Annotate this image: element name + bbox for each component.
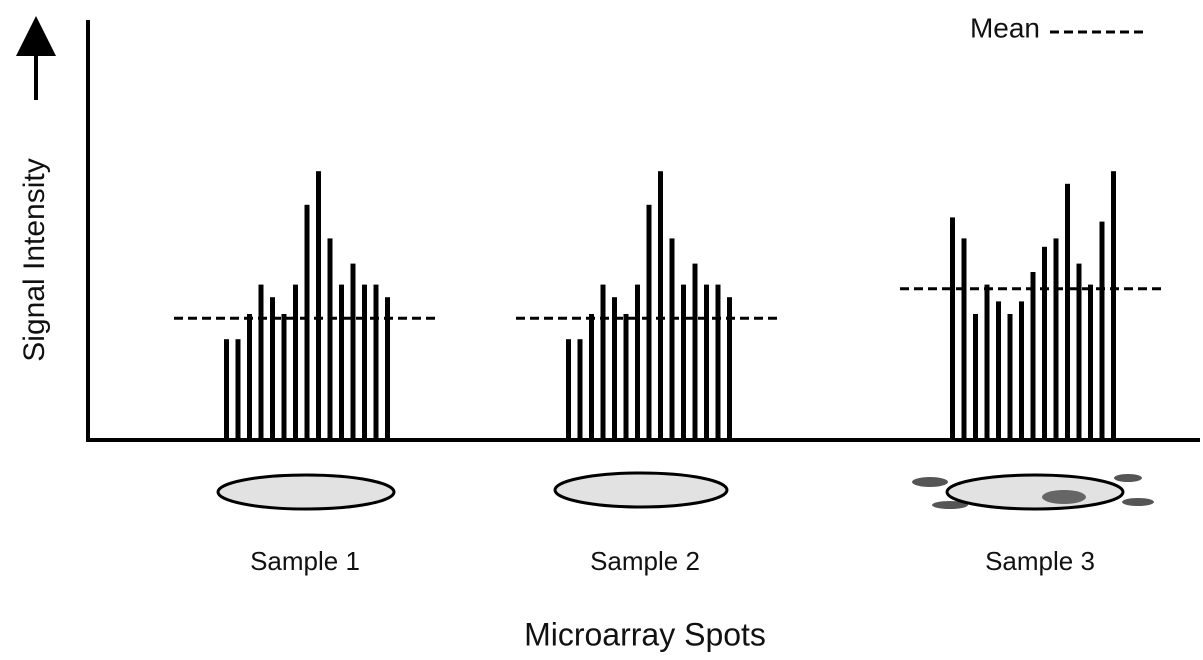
bar <box>339 284 344 440</box>
bar <box>1030 272 1036 440</box>
spot <box>216 473 396 511</box>
bar <box>362 284 367 440</box>
bar <box>270 297 275 440</box>
x-tick-label: Sample 3 <box>985 546 1095 576</box>
bar <box>247 314 252 440</box>
bar <box>950 217 955 440</box>
bar <box>727 297 732 440</box>
bar <box>1042 246 1047 440</box>
spot-artifact <box>912 477 948 487</box>
bar <box>385 297 390 440</box>
spot-artifact <box>1114 474 1142 482</box>
bar <box>235 339 241 440</box>
bar <box>258 284 264 440</box>
bar <box>589 314 594 440</box>
bar <box>1088 284 1093 440</box>
x-axis-label: Microarray Spots <box>524 616 766 652</box>
bar <box>281 314 287 440</box>
bar <box>1111 171 1116 440</box>
bar <box>373 284 379 440</box>
bar <box>1019 301 1024 440</box>
bar <box>669 238 675 440</box>
bar <box>658 171 663 440</box>
bar <box>293 284 298 440</box>
bar <box>973 314 978 440</box>
x-tick-label: Sample 2 <box>590 546 700 576</box>
spot-artifact <box>1042 490 1086 504</box>
bar <box>1065 183 1070 441</box>
bar <box>623 314 629 440</box>
bar <box>1099 221 1105 440</box>
bar <box>224 339 229 440</box>
bar <box>566 339 571 440</box>
bar <box>961 238 967 440</box>
bar <box>1007 314 1013 440</box>
bar <box>600 284 606 440</box>
bar <box>316 171 321 440</box>
bar <box>577 339 583 440</box>
bar <box>646 204 652 440</box>
spot-artifact <box>1122 498 1154 506</box>
y-axis-label: Signal Intensity <box>18 158 51 361</box>
bar <box>984 284 990 440</box>
spot <box>945 473 1125 511</box>
bar <box>350 263 356 440</box>
spot <box>553 471 729 509</box>
legend-label: Mean <box>970 12 1040 43</box>
bar <box>681 284 686 440</box>
bar <box>304 204 310 440</box>
x-tick-label: Sample 1 <box>250 546 360 576</box>
bar <box>996 301 1001 440</box>
bar <box>612 297 617 440</box>
bar <box>635 284 640 440</box>
bar <box>327 238 333 440</box>
bar <box>704 284 709 440</box>
bar <box>692 263 698 440</box>
bar <box>1053 238 1059 440</box>
bar <box>1076 263 1082 440</box>
spot-artifact <box>932 501 968 509</box>
bar <box>715 284 721 440</box>
